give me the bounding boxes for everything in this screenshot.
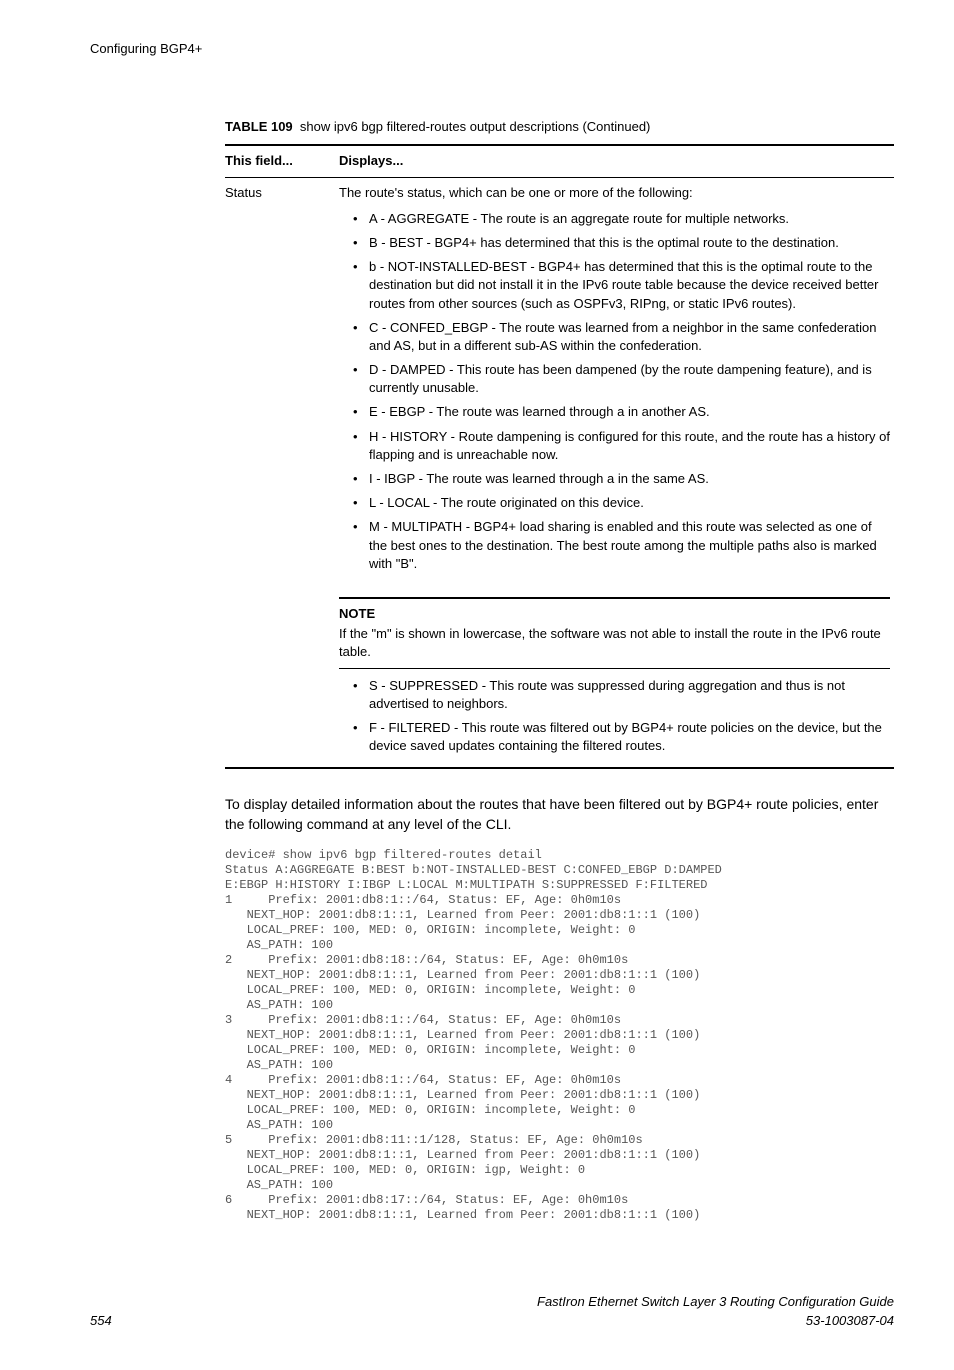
list-item: D - DAMPED - This route has been dampene… xyxy=(353,361,890,397)
doc-number: 53-1003087-04 xyxy=(537,1312,894,1330)
col-header-field: This field... xyxy=(225,145,339,177)
note-label: NOTE xyxy=(339,605,890,623)
cell-field: Status xyxy=(225,177,339,768)
list-item: M - MULTIPATH - BGP4+ load sharing is en… xyxy=(353,518,890,573)
list-item: F - FILTERED - This route was filtered o… xyxy=(353,719,890,755)
list-item: A - AGGREGATE - The route is an aggregat… xyxy=(353,210,890,228)
main-content: TABLE 109 show ipv6 bgp filtered-routes … xyxy=(225,118,894,1223)
cli-output: device# show ipv6 bgp filtered-routes de… xyxy=(225,848,894,1223)
page-header: Configuring BGP4+ xyxy=(90,40,894,58)
table-row: Status The route's status, which can be … xyxy=(225,177,894,768)
list-item: S - SUPPRESSED - This route was suppress… xyxy=(353,677,890,713)
col-header-displays: Displays... xyxy=(339,145,894,177)
table-caption: TABLE 109 show ipv6 bgp filtered-routes … xyxy=(225,118,894,136)
cell-displays: The route's status, which can be one or … xyxy=(339,177,894,768)
guide-title: FastIron Ethernet Switch Layer 3 Routing… xyxy=(537,1293,894,1311)
output-table: This field... Displays... Status The rou… xyxy=(225,144,894,769)
footer-right: FastIron Ethernet Switch Layer 3 Routing… xyxy=(537,1293,894,1329)
list-item: B - BEST - BGP4+ has determined that thi… xyxy=(353,234,890,252)
status-intro: The route's status, which can be one or … xyxy=(339,184,890,202)
page-number: 554 xyxy=(90,1312,112,1330)
list-item: b - NOT-INSTALLED-BEST - BGP4+ has deter… xyxy=(353,258,890,313)
status-bullets-2: S - SUPPRESSED - This route was suppress… xyxy=(339,677,890,756)
table-title: show ipv6 bgp filtered-routes output des… xyxy=(300,119,650,134)
list-item: C - CONFED_EBGP - The route was learned … xyxy=(353,319,890,355)
note-text: If the "m" is shown in lowercase, the so… xyxy=(339,625,890,661)
table-number: TABLE 109 xyxy=(225,119,293,134)
list-item: H - HISTORY - Route dampening is configu… xyxy=(353,428,890,464)
list-item: I - IBGP - The route was learned through… xyxy=(353,470,890,488)
list-item: L - LOCAL - The route originated on this… xyxy=(353,494,890,512)
body-paragraph: To display detailed information about th… xyxy=(225,795,894,834)
status-bullets: A - AGGREGATE - The route is an aggregat… xyxy=(339,210,890,573)
list-item: E - EBGP - The route was learned through… xyxy=(353,403,890,421)
note-block: NOTE If the "m" is shown in lowercase, t… xyxy=(339,597,890,669)
page-footer: 554 FastIron Ethernet Switch Layer 3 Rou… xyxy=(90,1293,894,1329)
